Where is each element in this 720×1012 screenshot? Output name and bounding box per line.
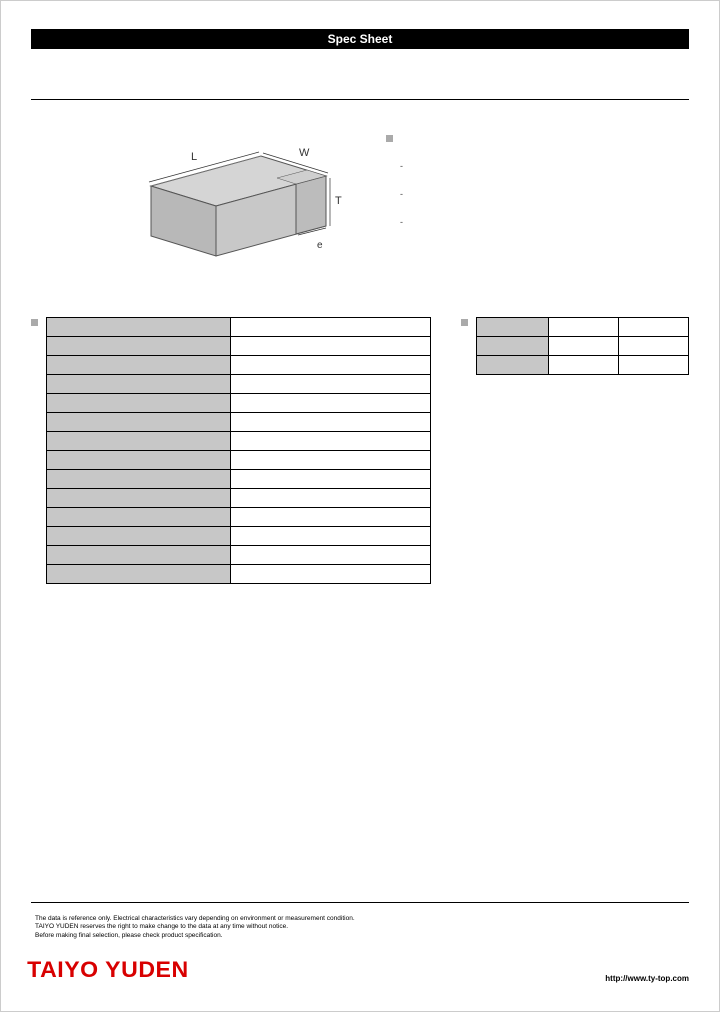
bullet-square-icon	[31, 319, 38, 326]
pkg-label-cell	[477, 356, 549, 375]
spec-value-cell	[231, 470, 431, 489]
spec-value-cell	[231, 451, 431, 470]
spec-label-cell	[47, 432, 231, 451]
spec-value-cell	[231, 565, 431, 584]
spec-label-cell	[47, 451, 231, 470]
spec-value-cell	[231, 546, 431, 565]
table-row	[47, 489, 431, 508]
spec-label-cell	[47, 356, 231, 375]
spec-value-cell	[231, 489, 431, 508]
spec-label-cell	[47, 375, 231, 394]
disclaimer-line: TAIYO YUDEN reserves the right to make c…	[35, 923, 689, 932]
table-row	[477, 356, 689, 375]
spec-value-cell	[231, 318, 431, 337]
spec-label-cell	[47, 413, 231, 432]
spec-label-cell	[47, 337, 231, 356]
pkg-value-cell	[619, 318, 689, 337]
pkg-value-cell	[619, 356, 689, 375]
pkg-label-cell	[477, 337, 549, 356]
header-bar: Spec Sheet	[31, 29, 689, 49]
bullet-item: -	[400, 189, 689, 199]
pkg-label-cell	[477, 318, 549, 337]
spec-label-cell	[47, 394, 231, 413]
pkg-value-cell	[549, 337, 619, 356]
diagram-label-L: L	[191, 151, 197, 163]
spec-value-cell	[231, 375, 431, 394]
company-url: http://www.ty-top.com	[605, 974, 689, 983]
divider-footer	[31, 902, 689, 903]
table-row	[47, 565, 431, 584]
bullet-square-icon	[386, 135, 393, 142]
table-row	[47, 508, 431, 527]
pkg-value-cell	[619, 337, 689, 356]
disclaimer-text: The data is reference only. Electrical c…	[31, 915, 689, 941]
component-diagram: L W T e	[31, 128, 346, 283]
bullet-item: -	[400, 217, 689, 227]
bullet-square-icon	[461, 319, 468, 326]
spec-label-cell	[47, 508, 231, 527]
table-row	[477, 337, 689, 356]
spec-label-cell	[47, 527, 231, 546]
table-row	[47, 432, 431, 451]
diagram-label-e: e	[317, 240, 323, 251]
table-row	[47, 375, 431, 394]
diagram-label-T: T	[335, 195, 342, 207]
spec-value-cell	[231, 432, 431, 451]
spec-label-cell	[47, 318, 231, 337]
table-row	[47, 356, 431, 375]
table-row	[47, 413, 431, 432]
table-row	[47, 394, 431, 413]
pkg-table	[476, 317, 689, 375]
spec-value-cell	[231, 508, 431, 527]
spec-label-cell	[47, 565, 231, 584]
table-row	[47, 527, 431, 546]
spec-label-cell	[47, 470, 231, 489]
header-title: Spec Sheet	[328, 32, 393, 46]
spec-label-cell	[47, 546, 231, 565]
pkg-value-cell	[549, 318, 619, 337]
table-row	[47, 546, 431, 565]
spec-value-cell	[231, 527, 431, 546]
spec-value-cell	[231, 337, 431, 356]
table-row	[47, 470, 431, 489]
bullet-item: -	[400, 161, 689, 171]
pkg-value-cell	[549, 356, 619, 375]
brand-logo: TAIYO YUDEN	[27, 957, 189, 983]
spec-value-cell	[231, 394, 431, 413]
diagram-label-W: W	[299, 147, 310, 159]
table-row	[47, 451, 431, 470]
spec-table	[46, 317, 431, 584]
spec-value-cell	[231, 413, 431, 432]
spec-label-cell	[47, 489, 231, 508]
table-row	[47, 318, 431, 337]
spec-value-cell	[231, 356, 431, 375]
table-row	[47, 337, 431, 356]
bullet-list: - - -	[386, 128, 689, 283]
disclaimer-line: Before making final selection, please ch…	[35, 932, 689, 941]
divider-top	[31, 99, 689, 100]
disclaimer-line: The data is reference only. Electrical c…	[35, 915, 689, 924]
table-row	[477, 318, 689, 337]
